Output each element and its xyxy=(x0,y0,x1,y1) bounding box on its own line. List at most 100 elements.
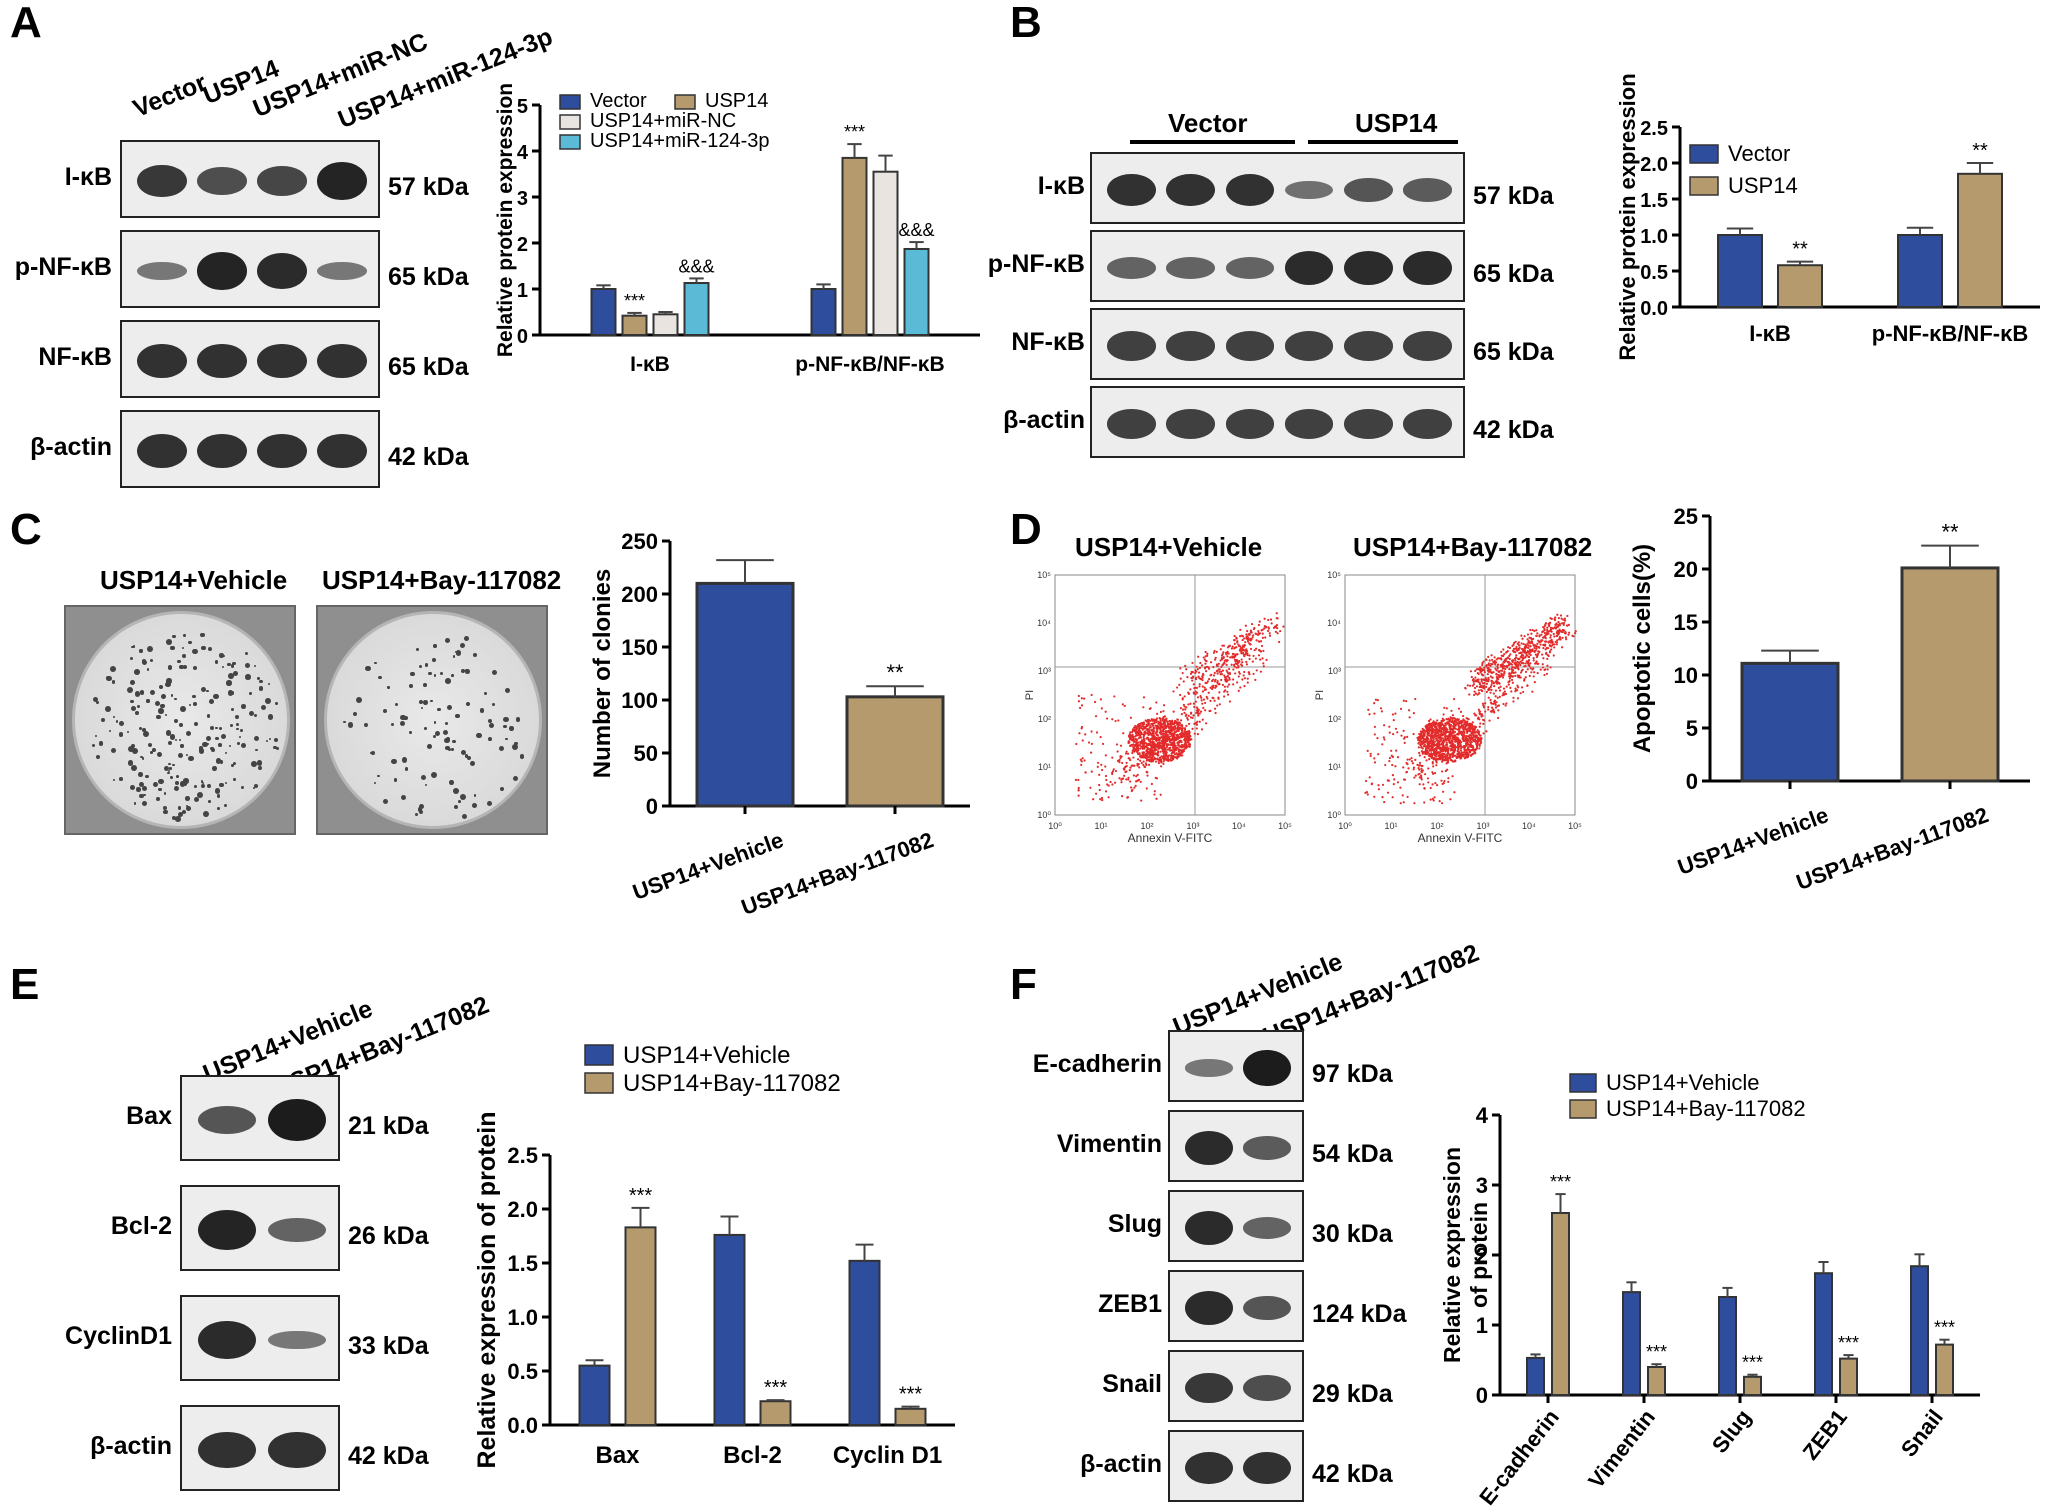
flow-event xyxy=(1418,783,1421,786)
flow-event xyxy=(1451,730,1455,734)
flow-event xyxy=(1163,754,1166,757)
flow-event xyxy=(1383,738,1386,741)
colony-dot xyxy=(172,634,176,639)
flow-event xyxy=(1477,730,1481,733)
colony-dot xyxy=(479,708,485,713)
flow-event xyxy=(1419,740,1422,743)
flow-event xyxy=(1127,778,1130,781)
flow-event xyxy=(1515,645,1518,648)
flow-event xyxy=(1235,658,1239,662)
flow-event xyxy=(1164,729,1167,733)
flow-event xyxy=(1447,777,1450,780)
flow-event xyxy=(1239,628,1242,631)
flow-event xyxy=(1199,710,1203,713)
flow-event xyxy=(1406,795,1409,798)
flow-x-tick: 10⁵ xyxy=(1278,821,1292,831)
flow-event xyxy=(1275,617,1278,620)
flow-event xyxy=(1438,743,1441,746)
legend-label: USP14+Vehicle xyxy=(1606,1070,1760,1095)
flow-event xyxy=(1440,770,1444,773)
blot-band xyxy=(1284,180,1334,200)
flow-event xyxy=(1185,713,1188,716)
flow-event xyxy=(1107,796,1110,799)
flow-event xyxy=(1137,749,1140,752)
flow-event xyxy=(1464,686,1467,690)
flow-event xyxy=(1233,634,1236,638)
flow-event xyxy=(1402,801,1405,804)
flow-event xyxy=(1470,740,1473,744)
flow-event xyxy=(1165,745,1169,749)
flow-event xyxy=(1191,716,1194,719)
colony-dot xyxy=(471,803,477,808)
flow-event xyxy=(1483,687,1486,690)
flow-event xyxy=(1374,698,1378,701)
colony-dot xyxy=(393,778,398,782)
flow-event xyxy=(1181,750,1184,753)
flow-event xyxy=(1249,629,1253,632)
flow-event xyxy=(1520,669,1523,672)
flow-event xyxy=(1195,670,1198,673)
flow-event xyxy=(1533,671,1536,674)
flow-event xyxy=(1523,635,1526,638)
flow-event xyxy=(1449,745,1452,748)
blot-band xyxy=(1243,1374,1291,1402)
colony-dot xyxy=(400,714,406,721)
flow-event xyxy=(1491,663,1494,666)
flow-event xyxy=(1096,765,1099,768)
colony-dot xyxy=(355,697,362,704)
flow-event xyxy=(1228,678,1231,681)
flow-event xyxy=(1255,669,1258,672)
flow-event xyxy=(1238,659,1241,663)
flow-event xyxy=(1146,736,1149,740)
flow-event xyxy=(1222,651,1225,654)
flow-event xyxy=(1100,796,1104,800)
y-tick-label: 5 xyxy=(517,96,528,118)
colony-dot xyxy=(449,780,454,785)
flow-event xyxy=(1478,683,1482,686)
flow-event xyxy=(1171,727,1174,730)
flow-event xyxy=(1508,654,1511,658)
flow-event xyxy=(1399,786,1402,789)
flow-event xyxy=(1566,614,1569,618)
colony-dot xyxy=(131,744,135,749)
flow-event xyxy=(1160,755,1163,758)
flow-event xyxy=(1121,761,1124,765)
flow-y-tick: 10⁵ xyxy=(1327,570,1341,580)
significance-marker: ** xyxy=(1972,140,1988,162)
flow-event xyxy=(1574,630,1577,633)
flow-event xyxy=(1145,770,1148,773)
flow-event xyxy=(1455,736,1458,739)
flow-event xyxy=(1137,778,1141,781)
flow-event xyxy=(1453,735,1456,739)
flow-event xyxy=(1105,717,1109,720)
flow-event xyxy=(1179,693,1182,697)
flow-event xyxy=(1194,686,1197,689)
colony-dot xyxy=(514,741,518,746)
legend-swatch xyxy=(1689,144,1719,164)
lane-label: Vector xyxy=(129,68,211,124)
flow-event xyxy=(1220,678,1223,682)
x-tick-label: E-cadherin xyxy=(1474,1405,1564,1510)
bar xyxy=(1622,1291,1641,1397)
flow-event xyxy=(1408,758,1411,761)
flow-event xyxy=(1149,732,1152,735)
flow-event xyxy=(1388,759,1391,763)
colony-dot xyxy=(400,794,407,800)
flow-event xyxy=(1252,634,1255,637)
panel-label-a: A xyxy=(10,0,42,47)
flow-event xyxy=(1476,729,1479,732)
flow-event xyxy=(1453,791,1456,794)
flow-event xyxy=(1151,755,1154,759)
flow-event xyxy=(1367,708,1370,711)
flow-event xyxy=(1456,738,1459,741)
colony-dot xyxy=(163,765,170,772)
flow-event xyxy=(1081,739,1084,742)
flow-event xyxy=(1420,737,1423,740)
flow-event xyxy=(1147,733,1151,736)
colony-dot xyxy=(126,730,129,734)
blot-band xyxy=(1166,173,1215,207)
flow-event xyxy=(1128,769,1131,772)
flow-event xyxy=(1436,738,1439,741)
flow-event xyxy=(1104,710,1107,713)
molecular-weight-label: 33 kDa xyxy=(348,1332,429,1360)
